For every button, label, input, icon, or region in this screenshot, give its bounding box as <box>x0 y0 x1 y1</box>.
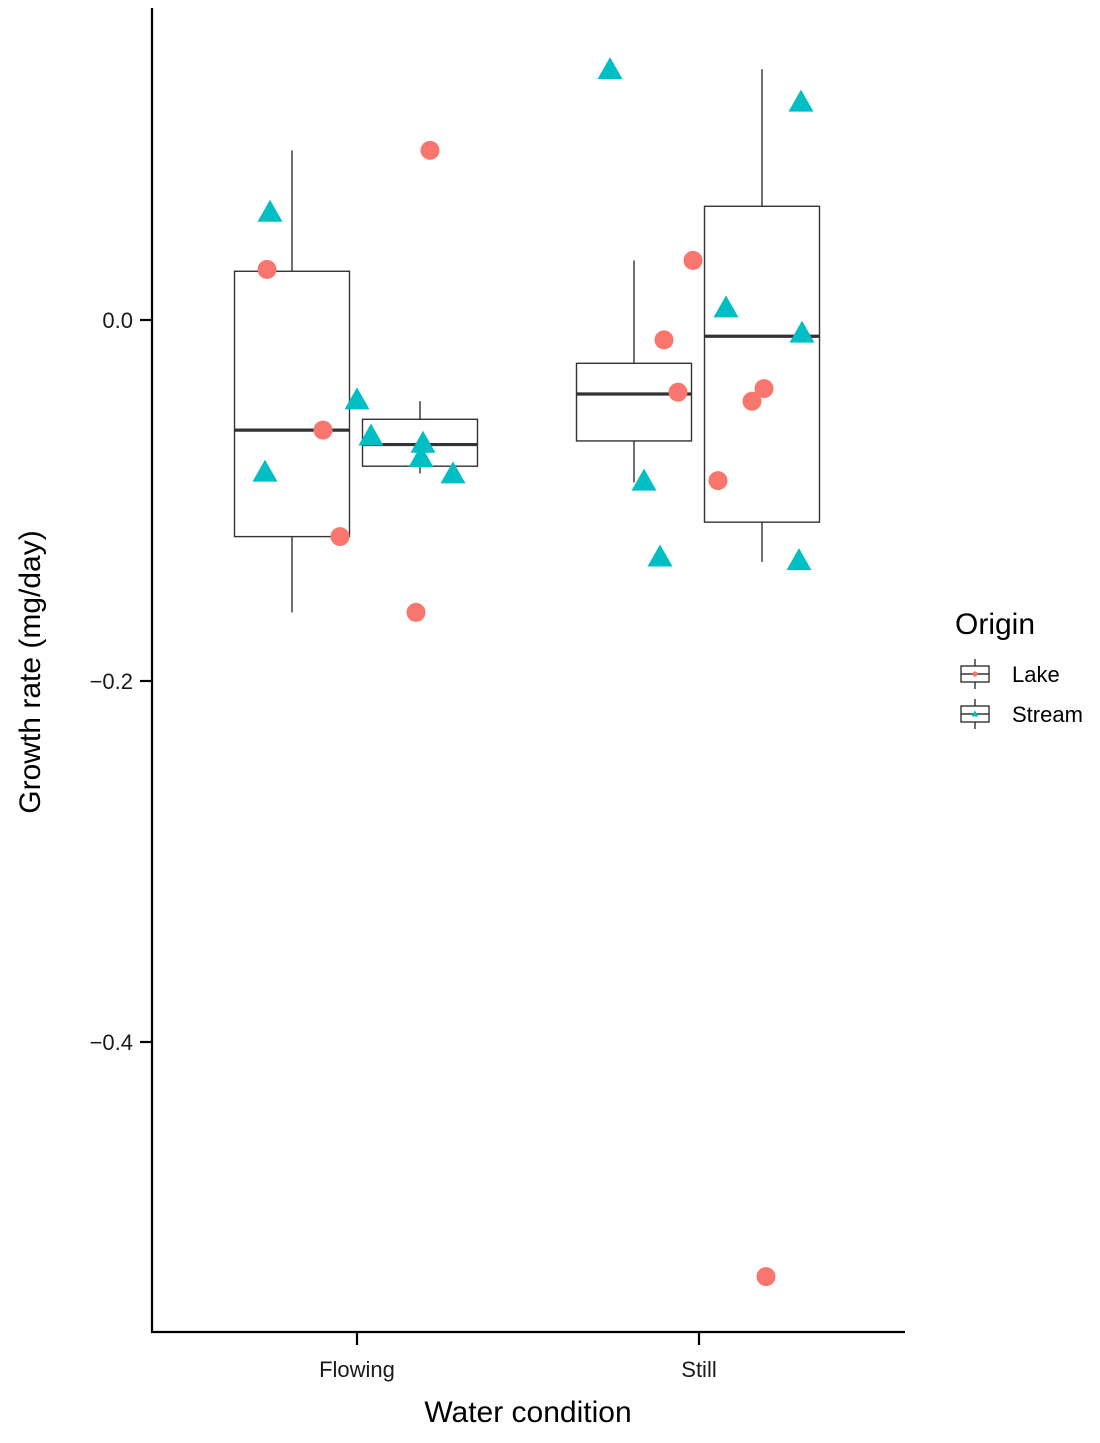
point-lake <box>683 250 703 270</box>
point-stream <box>789 320 815 343</box>
point-stream <box>713 295 739 318</box>
legend-label-stream: Stream <box>1012 702 1083 727</box>
x-tick-label-flowing: Flowing <box>319 1357 395 1382</box>
point-lake <box>257 259 277 279</box>
point-stream <box>597 57 623 80</box>
point-stream <box>252 459 278 482</box>
point-lake <box>406 602 426 622</box>
legend-key-lake <box>960 659 990 689</box>
point-lake <box>708 471 728 491</box>
point-stream <box>257 199 283 222</box>
point-stream <box>440 461 466 484</box>
legend-entry-stream: Stream <box>960 699 1083 729</box>
point-lake <box>668 382 688 402</box>
y-axis-ticks: 0.0 −0.2 −0.4 <box>90 308 152 1055</box>
point-lake <box>756 1267 776 1287</box>
point-lake <box>313 420 333 440</box>
legend-entries: Lake Stream <box>960 659 1083 729</box>
point-stream <box>786 548 812 571</box>
x-tick-label-still: Still <box>681 1357 716 1382</box>
points-layer <box>252 57 815 1287</box>
boxes-layer <box>233 69 821 613</box>
legend-title: Origin <box>955 608 1035 641</box>
point-stream <box>408 445 434 468</box>
point-stream <box>647 544 673 567</box>
point-stream <box>344 387 370 410</box>
legend-entry-lake: Lake <box>960 659 1060 689</box>
box-iqr <box>703 205 821 523</box>
x-axis-title: Water condition <box>424 1396 631 1429</box>
point-stream <box>631 468 657 491</box>
point-lake <box>330 527 350 547</box>
box-stream-still <box>703 69 821 562</box>
box-lake-flowing <box>233 150 351 613</box>
y-tick-label: −0.4 <box>90 1030 133 1055</box>
point-stream <box>788 89 814 112</box>
legend-key-stream <box>960 699 990 729</box>
box-lake-still <box>575 260 693 483</box>
point-stream <box>358 423 384 446</box>
point-lake <box>754 379 774 399</box>
box-iqr <box>575 362 693 442</box>
point-lake <box>742 391 762 411</box>
x-axis-ticks: Flowing Still <box>319 1333 717 1382</box>
point-stream <box>410 430 436 453</box>
point-lake <box>420 140 440 160</box>
y-tick-label: −0.2 <box>90 669 133 694</box>
plot-panel <box>233 57 821 1287</box>
y-tick-label: 0.0 <box>102 308 133 333</box>
y-axis-title: Growth rate (mg/day) <box>14 530 47 813</box>
point-lake <box>654 330 674 350</box>
box-iqr <box>233 270 351 538</box>
legend: Origin Lake Stream <box>955 608 1083 729</box>
legend-label-lake: Lake <box>1012 662 1060 687</box>
